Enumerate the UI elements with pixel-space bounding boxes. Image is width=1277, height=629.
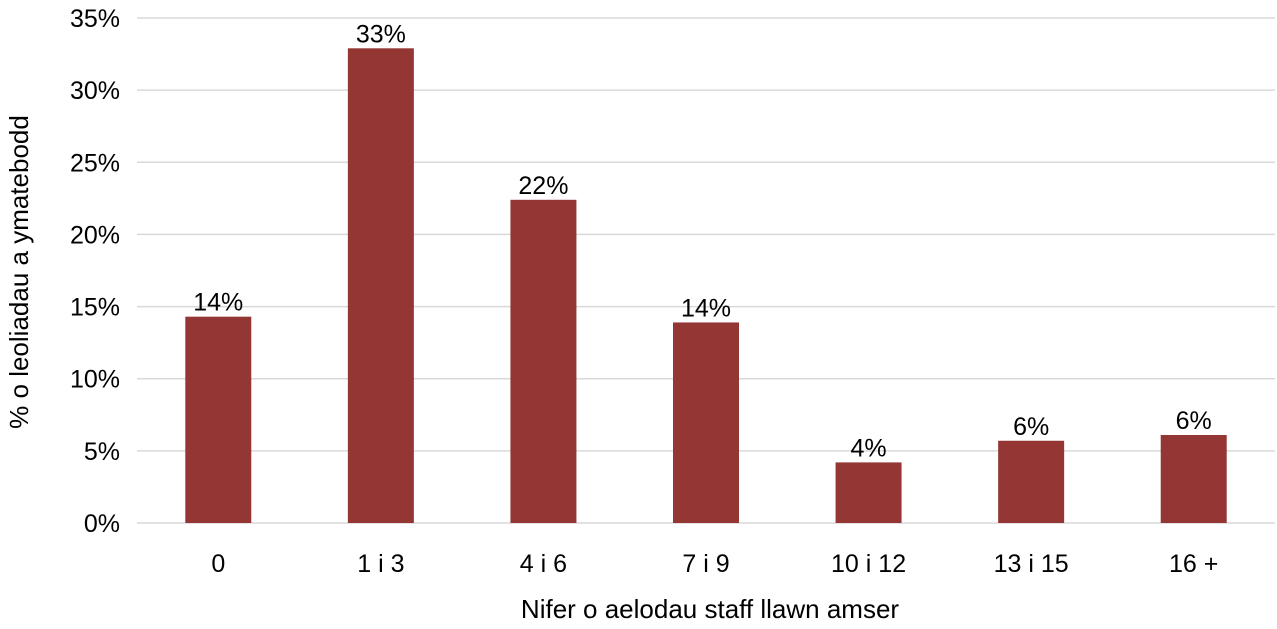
y-tick-label: 0% xyxy=(84,510,120,538)
x-tick-label: 16 + xyxy=(1169,550,1218,578)
data-label: 22% xyxy=(518,172,568,200)
bar xyxy=(673,322,739,523)
y-tick-label: 25% xyxy=(70,149,120,177)
data-label: 6% xyxy=(1176,407,1212,435)
bar xyxy=(510,199,577,524)
x-tick-label: 1 i 3 xyxy=(357,550,404,578)
x-tick-label: 7 i 9 xyxy=(682,550,729,578)
y-tick-label: 20% xyxy=(70,221,120,249)
bar xyxy=(1160,434,1227,523)
x-axis-ticks: 0 1 i 3 4 i 6 7 i 9 10 i 12 13 i 15 16 + xyxy=(211,550,1218,578)
x-axis-title: Nifer o aelodau staff llawn amser xyxy=(521,594,899,624)
y-tick-label: 15% xyxy=(70,294,120,322)
y-tick-label: 10% xyxy=(70,366,120,394)
y-tick-label: 30% xyxy=(70,77,120,105)
x-tick-label: 10 i 12 xyxy=(831,550,906,578)
y-axis-title: % o leoliadau a ymatebodd xyxy=(4,115,34,429)
data-label: 4% xyxy=(851,434,887,462)
bar xyxy=(998,440,1065,523)
bars xyxy=(185,48,1227,524)
bar xyxy=(835,462,902,523)
data-label: 14% xyxy=(681,294,731,322)
y-axis-ticks: 0% 5% 10% 15% 20% 25% 30% 35% xyxy=(70,5,120,538)
data-label: 6% xyxy=(1013,413,1049,441)
y-tick-label: 35% xyxy=(70,5,120,33)
data-label: 33% xyxy=(356,20,406,48)
bar xyxy=(185,316,252,523)
data-labels: 14% 33% 22% 14% 4% 6% 6% xyxy=(193,20,1212,462)
data-label: 14% xyxy=(193,289,243,317)
x-tick-label: 13 i 15 xyxy=(994,550,1069,578)
bar xyxy=(347,48,414,524)
x-tick-label: 4 i 6 xyxy=(520,550,567,578)
x-tick-label: 0 xyxy=(211,550,225,578)
y-tick-label: 5% xyxy=(84,438,120,466)
